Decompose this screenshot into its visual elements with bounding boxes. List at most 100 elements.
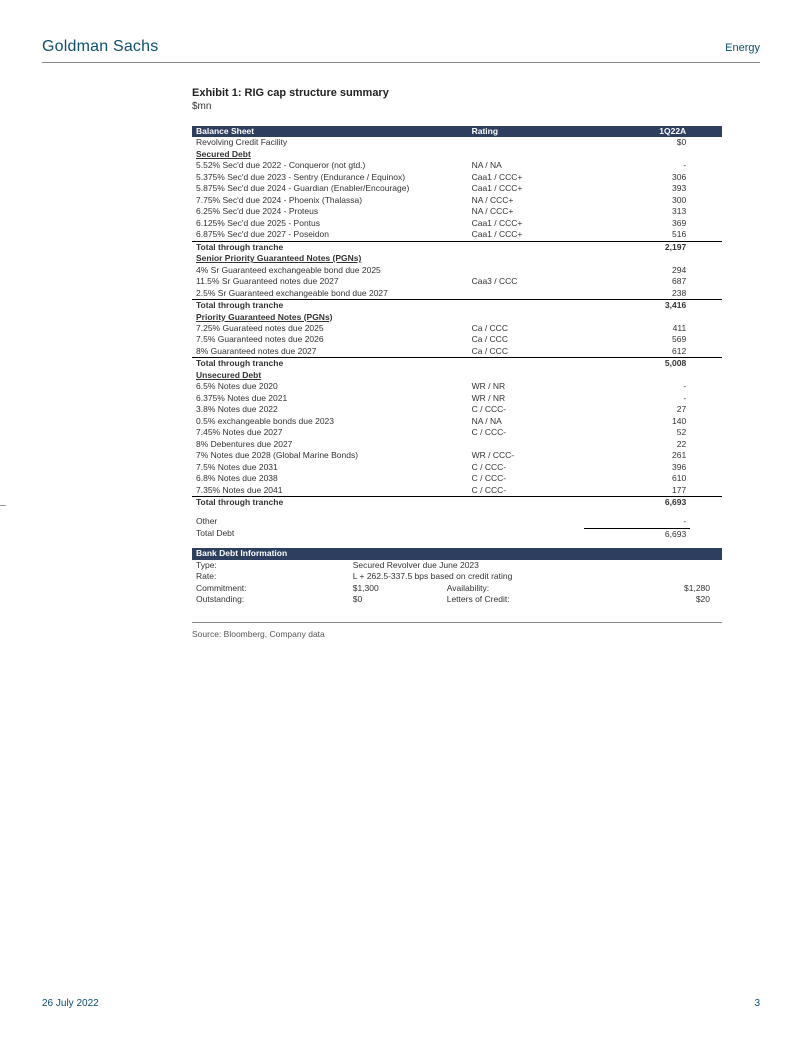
bank-header: Bank Debt Information	[192, 548, 722, 559]
cell-amt: 516	[584, 229, 690, 241]
cell-rating: Ca / CCC	[468, 323, 585, 334]
cell-rating	[468, 288, 585, 300]
section-spgn: Senior Priority Guaranteed Notes (PGNs)	[192, 253, 722, 264]
source-line: Source: Bloomberg, Company data	[192, 622, 722, 639]
cell-desc: 11.5% Sr Guaranteed notes due 2027	[192, 276, 468, 287]
table-row: 8% Debentures due 202722	[192, 439, 722, 450]
cell-rating: WR / CCC-	[468, 450, 585, 461]
table-row: 7.75% Sec'd due 2024 - Phoenix (Thalassa…	[192, 195, 722, 206]
table-row: 8% Guaranteed notes due 2027Ca / CCC612	[192, 346, 722, 358]
cell-amt: 610	[584, 473, 690, 484]
cell-desc: 7.5% Guaranteed notes due 2026	[192, 334, 468, 345]
cell-rating: Caa3 / CCC	[468, 276, 585, 287]
cell-rating: Ca / CCC	[468, 334, 585, 345]
cell-amt: 27	[584, 404, 690, 415]
th-balance-sheet: Balance Sheet	[192, 126, 468, 137]
cell-desc: 7.5% Notes due 2031	[192, 462, 468, 473]
content-area: Exhibit 1: RIG cap structure summary $mn…	[192, 87, 722, 639]
cell-amt: -	[584, 516, 690, 528]
table-row: 6.875% Sec'd due 2027 - PoseidonCaa1 / C…	[192, 229, 722, 241]
bank-row-type: Type: Secured Revolver due June 2023	[192, 560, 722, 571]
total-unsec: Total through tranche 6,693	[192, 497, 722, 509]
page-footer: 26 July 2022 3	[42, 998, 760, 1009]
cell-desc: 5.875% Sec'd due 2024 - Guardian (Enable…	[192, 183, 468, 194]
footer-page: 3	[754, 998, 760, 1009]
cell-value: $1,280	[558, 583, 714, 594]
cell-rating: WR / NR	[468, 393, 585, 404]
section-title: Unsecured Debt	[192, 370, 722, 381]
cell-desc: 5.52% Sec'd due 2022 - Conqueror (not gt…	[192, 160, 468, 171]
cell-desc: 7.45% Notes due 2027	[192, 427, 468, 438]
table-row: 3.8% Notes due 2022C / CCC-27	[192, 404, 722, 415]
cell-amt: 612	[584, 346, 690, 358]
cell-amt: 177	[584, 485, 690, 497]
th-tail	[690, 126, 722, 137]
bank-debt-table: Bank Debt Information Type: Secured Revo…	[192, 548, 722, 605]
table-row: 6.125% Sec'd due 2025 - PontusCaa1 / CCC…	[192, 218, 722, 229]
cell-desc: 7.25% Guarateed notes due 2025	[192, 323, 468, 334]
cell-value: Secured Revolver due June 2023	[349, 560, 722, 571]
cell-amt: 140	[584, 416, 690, 427]
cell-desc: 7.35% Notes due 2041	[192, 485, 468, 497]
cell-desc: Total Debt	[192, 528, 468, 540]
section-secured: Secured Debt	[192, 149, 722, 160]
cell-amt: 52	[584, 427, 690, 438]
cell-desc: Total through tranche	[192, 358, 468, 370]
row-total-debt: Total Debt 6,693	[192, 528, 722, 540]
cell-desc: Other	[192, 516, 468, 528]
row-other: Other -	[192, 516, 722, 528]
cell-amt: 396	[584, 462, 690, 473]
cell-desc: 6.375% Notes due 2021	[192, 393, 468, 404]
cell-amt: -	[584, 393, 690, 404]
table-row: 7.5% Guaranteed notes due 2026Ca / CCC56…	[192, 334, 722, 345]
cell-desc: 2.5% Sr Guaranteed exchangeable bond due…	[192, 288, 468, 300]
cell-desc: 6.5% Notes due 2020	[192, 381, 468, 392]
page-header: Goldman Sachs Energy	[42, 38, 760, 63]
exhibit-title: Exhibit 1: RIG cap structure summary	[192, 87, 722, 99]
cell-label: Letters of Credit:	[443, 594, 558, 605]
cell-label: Availability:	[443, 583, 558, 594]
cell-rating: Caa1 / CCC+	[468, 218, 585, 229]
cell-rating: WR / NR	[468, 381, 585, 392]
cell-rating: Caa1 / CCC+	[468, 183, 585, 194]
cap-structure-table: Balance Sheet Rating 1Q22A Revolving Cre…	[192, 126, 722, 540]
page: Goldman Sachs Energy Exhibit 1: RIG cap …	[0, 0, 802, 1037]
cell-amt: 261	[584, 450, 690, 461]
cell-rating: C / CCC-	[468, 485, 585, 497]
table-row: 7% Notes due 2028 (Global Marine Bonds)W…	[192, 450, 722, 461]
cell-amt: 687	[584, 276, 690, 287]
cell-rating: C / CCC-	[468, 473, 585, 484]
table-row: 11.5% Sr Guaranteed notes due 2027Caa3 /…	[192, 276, 722, 287]
brand-name: Goldman Sachs	[42, 38, 158, 56]
cell-amt: 306	[584, 172, 690, 183]
cell-desc: 4% Sr Guaranteed exchangeable bond due 2…	[192, 265, 468, 276]
cell-desc: Total through tranche	[192, 497, 468, 509]
cell-amt: 238	[584, 288, 690, 300]
cell-label: Type:	[192, 560, 349, 571]
cell-desc: 7% Notes due 2028 (Global Marine Bonds)	[192, 450, 468, 461]
section-title: Senior Priority Guaranteed Notes (PGNs)	[192, 253, 722, 264]
cell-desc: 0.5% exchangeable bonds due 2023	[192, 416, 468, 427]
cell-desc: 5.375% Sec'd due 2023 - Sentry (Enduranc…	[192, 172, 468, 183]
cell-rating: NA / NA	[468, 160, 585, 171]
total-pgn: Total through tranche 5,008	[192, 358, 722, 370]
cell-amt: 369	[584, 218, 690, 229]
total-secured: Total through tranche 2,197	[192, 241, 722, 253]
side-tick	[0, 505, 6, 506]
cell-amt: 5,008	[584, 358, 690, 370]
cell-amt: 6,693	[584, 528, 690, 540]
cell-amt: -	[584, 160, 690, 171]
cell-amt: 22	[584, 439, 690, 450]
cell-desc: 6.875% Sec'd due 2027 - Poseidon	[192, 229, 468, 241]
bank-row-rate: Rate: L + 262.5-337.5 bps based on credi…	[192, 571, 722, 582]
cell-desc: 8% Guaranteed notes due 2027	[192, 346, 468, 358]
total-spgn: Total through tranche 3,416	[192, 300, 722, 312]
table-row: 7.25% Guarateed notes due 2025Ca / CCC41…	[192, 323, 722, 334]
cell-desc: 6.125% Sec'd due 2025 - Pontus	[192, 218, 468, 229]
cell-amt: 6,693	[584, 497, 690, 509]
table-row: 2.5% Sr Guaranteed exchangeable bond due…	[192, 288, 722, 300]
bank-row-commitment: Commitment: $1,300 Availability: $1,280	[192, 583, 722, 594]
cell-amt: 393	[584, 183, 690, 194]
table-row: 7.5% Notes due 2031C / CCC-396	[192, 462, 722, 473]
cell-rating: C / CCC-	[468, 404, 585, 415]
